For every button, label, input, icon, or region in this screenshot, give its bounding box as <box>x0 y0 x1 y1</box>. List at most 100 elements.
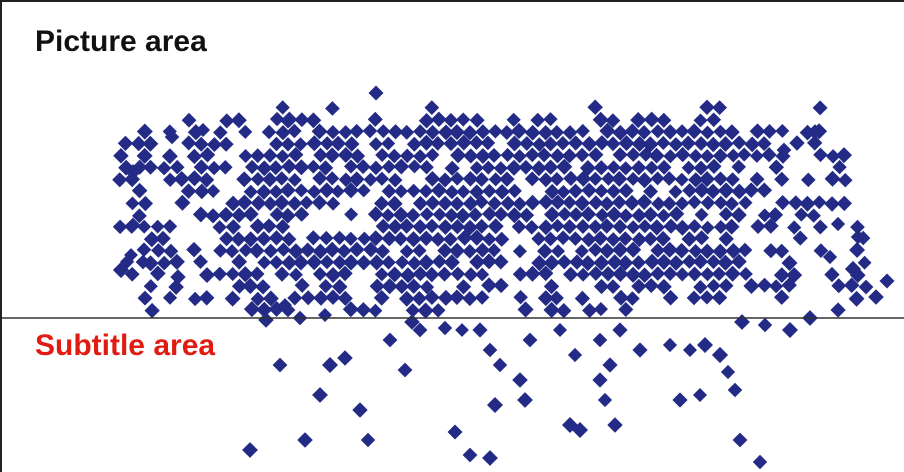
diamond-dot-icon <box>212 266 228 282</box>
diamond-dot-icon <box>387 219 403 235</box>
diamond-dot-icon <box>325 267 342 283</box>
diamond-dot-icon <box>150 219 165 234</box>
diamond-dot-icon <box>163 172 178 187</box>
diamond-dot-icon <box>575 170 592 187</box>
diamond-dot-icon <box>225 195 241 212</box>
diamond-dot-icon <box>369 278 385 294</box>
diamond-dot-icon <box>113 148 129 164</box>
diamond-dot-icon <box>262 148 278 163</box>
diamond-dot-icon <box>693 280 708 295</box>
diamond-dot-icon <box>706 158 722 174</box>
diamond-dot-icon <box>625 266 642 283</box>
diamond-dot-icon <box>269 255 284 270</box>
diamond-dot-icon <box>306 135 323 152</box>
diamond-dot-icon <box>320 136 335 151</box>
diamond-dot-icon <box>294 206 310 222</box>
diamond-dot-icon <box>143 231 160 248</box>
diamond-dot-icon <box>199 147 216 163</box>
diamond-dot-icon <box>579 255 596 272</box>
diamond-dot-icon <box>512 372 528 388</box>
diamond-dot-icon <box>543 254 560 271</box>
diamond-dot-icon <box>507 183 522 199</box>
diamond-dot-icon <box>135 254 151 270</box>
diamond-dot-icon <box>650 266 666 281</box>
diamond-dot-icon <box>164 129 180 145</box>
diamond-dot-icon <box>336 243 352 259</box>
diamond-dot-icon <box>574 244 589 259</box>
diamond-dot-icon <box>269 136 284 152</box>
diamond-dot-icon <box>668 206 685 222</box>
diamond-dot-icon <box>406 278 422 294</box>
diamond-dot-icon <box>168 279 184 295</box>
diamond-dot-icon <box>617 255 634 271</box>
diamond-dot-icon <box>532 137 547 152</box>
diamond-dot-icon <box>381 278 398 295</box>
diamond-dot-icon <box>337 265 353 282</box>
diamond-dot-icon <box>588 195 604 211</box>
diamond-dot-icon <box>631 255 646 270</box>
diamond-dot-icon <box>775 195 791 211</box>
diamond-dot-icon <box>450 147 467 164</box>
diamond-dot-icon <box>655 253 672 270</box>
diamond-dot-icon <box>694 207 709 222</box>
diamond-dot-icon <box>724 124 740 140</box>
diamond-dot-icon <box>124 266 140 282</box>
diamond-dot-icon <box>268 184 284 199</box>
diamond-dot-icon <box>631 160 647 176</box>
diamond-dot-icon <box>431 182 447 199</box>
diamond-dot-icon <box>858 279 874 295</box>
diamond-dot-icon <box>381 255 396 270</box>
diamond-dot-icon <box>357 231 372 246</box>
diamond-dot-icon <box>368 160 384 176</box>
diamond-dot-icon <box>642 206 659 223</box>
diamond-dot-icon <box>631 207 647 223</box>
diamond-dot-icon <box>294 183 309 198</box>
diamond-dot-icon <box>124 248 138 262</box>
diamond-dot-icon <box>663 218 679 234</box>
diamond-dot-icon <box>449 219 465 235</box>
diamond-dot-icon <box>294 112 310 128</box>
diamond-dot-icon <box>131 182 148 199</box>
diamond-dot-icon <box>693 136 709 151</box>
diamond-dot-icon <box>668 137 684 152</box>
diamond-dot-icon <box>568 135 584 151</box>
diamond-dot-icon <box>258 312 274 328</box>
diamond-dot-icon <box>437 242 453 259</box>
diamond-dot-icon <box>438 124 454 141</box>
diamond-dot-icon <box>424 171 441 187</box>
diamond-dot-icon <box>574 147 590 163</box>
diamond-dot-icon <box>512 196 527 212</box>
diamond-dot-icon <box>425 195 441 211</box>
diamond-dot-icon <box>326 196 341 211</box>
diamond-dot-icon <box>656 159 672 175</box>
diamond-dot-icon <box>700 195 716 211</box>
diamond-dot-icon <box>444 184 460 200</box>
diamond-dot-icon <box>412 322 428 338</box>
diamond-dot-icon <box>136 123 153 140</box>
diamond-dot-icon <box>462 447 478 463</box>
diamond-dot-icon <box>738 267 753 281</box>
diamond-dot-icon <box>830 216 846 232</box>
diamond-dot-icon <box>306 159 321 174</box>
diamond-dot-icon <box>269 207 285 222</box>
diamond-dot-icon <box>381 230 398 247</box>
diamond-dot-icon <box>644 160 659 175</box>
diamond-dot-icon <box>799 195 816 212</box>
diamond-dot-icon <box>367 111 383 127</box>
diamond-dot-icon <box>588 219 603 235</box>
diamond-dot-icon <box>337 350 353 366</box>
diamond-dot-icon <box>450 171 465 186</box>
diamond-dot-icon <box>531 231 546 246</box>
diamond-dot-icon <box>700 125 715 140</box>
diamond-dot-icon <box>682 183 697 198</box>
diamond-dot-icon <box>342 182 359 199</box>
diamond-dot-icon <box>682 254 697 269</box>
diamond-dot-icon <box>612 219 628 235</box>
diamond-dot-icon <box>543 159 559 175</box>
diamond-dot-icon <box>675 124 690 139</box>
diamond-dot-icon <box>274 266 290 282</box>
diamond-dot-icon <box>192 206 209 223</box>
diamond-dot-icon <box>398 218 415 234</box>
diamond-dot-icon <box>612 241 629 258</box>
